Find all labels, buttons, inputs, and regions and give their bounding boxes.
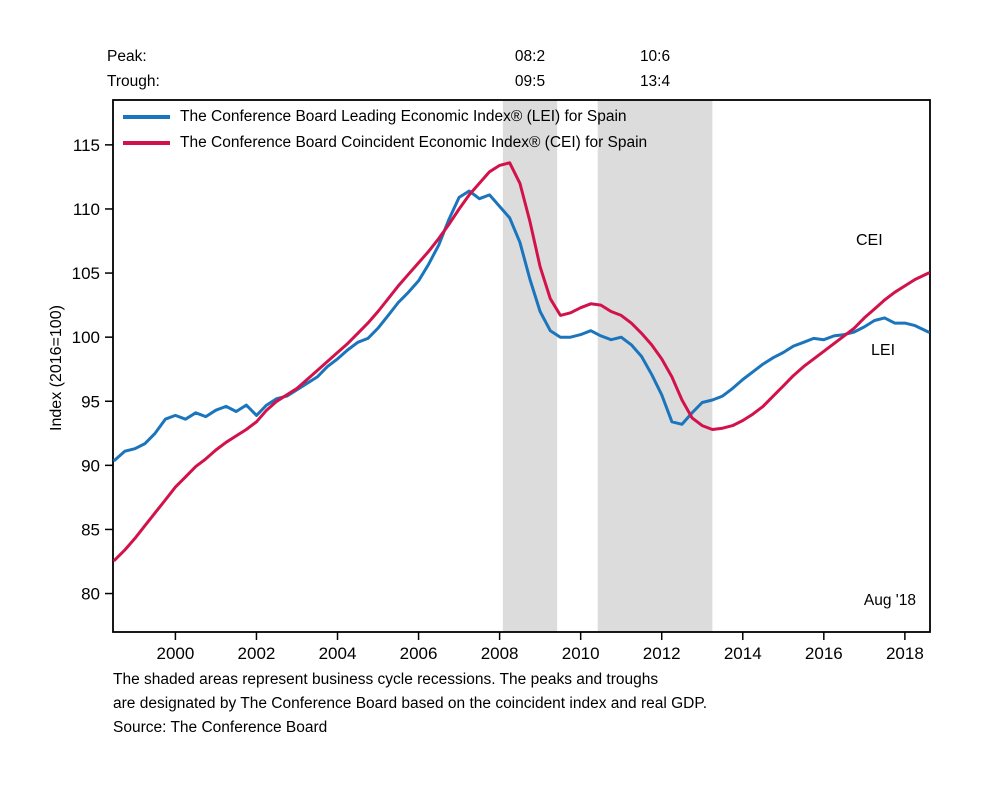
trough-label: Trough: bbox=[107, 73, 160, 90]
peak-trough-legend: Peak: Trough: bbox=[107, 44, 160, 94]
legend-item-cei: The Conference Board Coincident Economic… bbox=[123, 133, 647, 153]
recession1-trough: 09:5 bbox=[514, 73, 546, 90]
svg-text:115: 115 bbox=[73, 136, 100, 155]
svg-text:2010: 2010 bbox=[562, 644, 600, 663]
cei-line-swatch bbox=[123, 141, 170, 145]
lei-line-swatch bbox=[123, 115, 170, 119]
svg-text:2012: 2012 bbox=[643, 644, 681, 663]
svg-text:85: 85 bbox=[81, 520, 100, 539]
svg-text:80: 80 bbox=[81, 585, 100, 604]
last-data-point-label: Aug '18 bbox=[863, 592, 916, 609]
svg-text:2014: 2014 bbox=[724, 644, 762, 663]
legend: The Conference Board Leading Economic In… bbox=[123, 107, 647, 159]
recession2-trough: 13:4 bbox=[639, 73, 671, 90]
footnote-line-2: are designated by The Conference Board b… bbox=[113, 695, 707, 712]
svg-text:2002: 2002 bbox=[238, 644, 276, 663]
footnote-line-1: The shaded areas represent business cycl… bbox=[113, 671, 659, 688]
recession1-dates: 08:2 09:5 bbox=[490, 44, 570, 94]
svg-text:90: 90 bbox=[81, 456, 100, 475]
y-axis-title: Index (2016=100) bbox=[48, 305, 65, 431]
svg-text:2006: 2006 bbox=[400, 644, 438, 663]
lei-legend-label: The Conference Board Leading Economic In… bbox=[180, 108, 627, 125]
footnotes: The shaded areas represent business cycl… bbox=[113, 668, 707, 740]
svg-text:2016: 2016 bbox=[805, 644, 843, 663]
svg-text:2018: 2018 bbox=[886, 644, 924, 663]
svg-text:2000: 2000 bbox=[156, 644, 194, 663]
legend-item-lei: The Conference Board Leading Economic In… bbox=[123, 107, 647, 127]
svg-text:95: 95 bbox=[81, 392, 100, 411]
svg-text:105: 105 bbox=[72, 264, 100, 283]
svg-text:2004: 2004 bbox=[319, 644, 357, 663]
cei-legend-label: The Conference Board Coincident Economic… bbox=[180, 134, 648, 151]
peak-label: Peak: bbox=[107, 48, 147, 65]
lei-series-label: LEI bbox=[871, 342, 896, 359]
cei-series-label: CEI bbox=[856, 232, 883, 249]
svg-text:2008: 2008 bbox=[481, 644, 519, 663]
source-line: Source: The Conference Board bbox=[113, 719, 328, 736]
recession2-peak: 10:6 bbox=[639, 48, 671, 65]
recession2-dates: 10:6 13:4 bbox=[615, 44, 695, 94]
svg-text:110: 110 bbox=[73, 200, 100, 219]
recession1-peak: 08:2 bbox=[514, 48, 546, 65]
svg-text:100: 100 bbox=[72, 328, 100, 347]
